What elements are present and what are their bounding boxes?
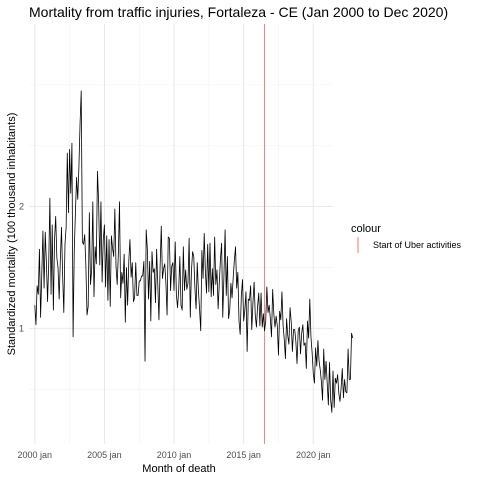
- y-tick-label: 1: [19, 323, 24, 333]
- y-axis-title: Standardized mortality (100 thousand inh…: [6, 113, 18, 356]
- x-tick-label: 2020 jan: [296, 450, 331, 460]
- legend-label-uber: Start of Uber activities: [373, 240, 462, 250]
- y-tick-label: 2: [19, 202, 24, 212]
- grid-lines: [29, 24, 333, 444]
- tick-labels: 2000 jan 2005 jan 2010 jan 2015 jan 2020 jan…: [18, 202, 331, 460]
- x-tick-label: 2000 jan: [18, 450, 53, 460]
- x-axis-title: Month of death: [142, 463, 215, 475]
- series-layer: [34, 90, 354, 413]
- mortality-series-line: [34, 90, 354, 413]
- chart-title: Mortality from traffic injuries, Fortale…: [29, 4, 448, 20]
- x-tick-label: 2005 jan: [87, 450, 122, 460]
- x-tick-label: 2015 jan: [226, 450, 261, 460]
- x-tick-label: 2010 jan: [157, 450, 192, 460]
- legend-title: colour: [351, 223, 381, 235]
- legend: colour Start of Uber activities: [351, 223, 462, 253]
